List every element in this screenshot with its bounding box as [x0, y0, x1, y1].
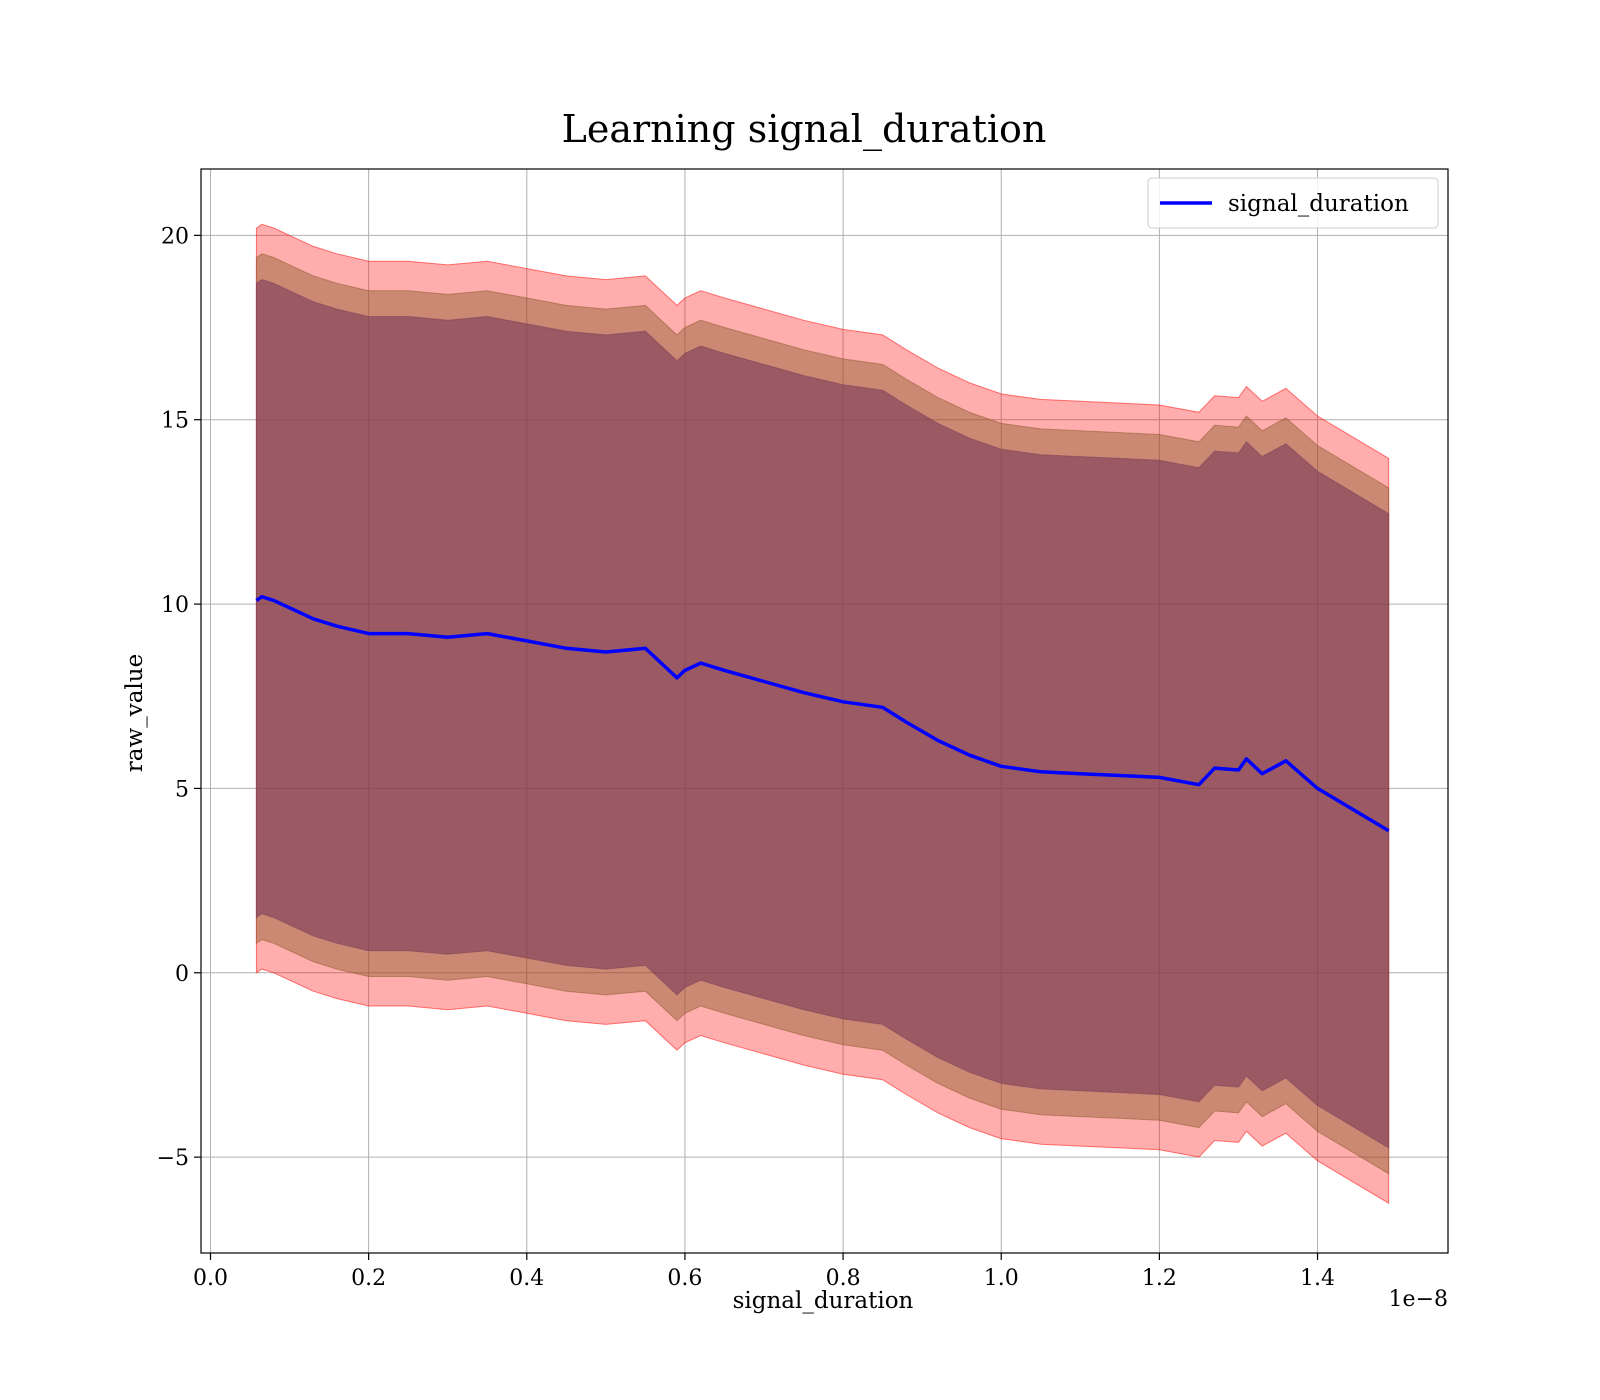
y-tick-label: −5: [157, 1146, 189, 1171]
legend-entry-signal-duration: signal_duration: [1228, 191, 1409, 217]
legend: signal_duration: [1147, 177, 1439, 229]
x-tick-label: 0.6: [667, 1266, 702, 1291]
plot-frame: [200, 168, 1449, 1254]
series-lines: [255, 594, 1390, 833]
y-tick-label: 15: [161, 409, 189, 434]
x-tick-label: 0.2: [351, 1266, 386, 1291]
chart-title: Learning signal_duration: [562, 107, 1047, 152]
y-axis-label: raw_value: [122, 654, 148, 772]
x-tick-label: 0.0: [193, 1266, 228, 1291]
x-tick-label: 0.8: [826, 1266, 861, 1291]
x-tick-label: 1.2: [1142, 1266, 1177, 1291]
series-line-signal-duration: [255, 594, 1390, 833]
x-axis-ticks: 0.0 0.2 0.4 0.6 0.8 1.0 1.2 1.4: [193, 1253, 1335, 1291]
y-tick-label: 20: [161, 224, 189, 249]
confidence-bands: [255, 223, 1390, 1205]
y-tick-label: 0: [175, 962, 189, 987]
band-inner: [255, 279, 1390, 1149]
x-tick-label: 1.4: [1300, 1266, 1335, 1291]
legend-frame: [1147, 177, 1439, 229]
y-axis-ticks: −5 0 5 10 15 20: [157, 224, 201, 1171]
x-tick-label: 0.4: [509, 1266, 544, 1291]
x-axis-label: signal_duration: [733, 1288, 914, 1314]
y-tick-label: 5: [175, 777, 189, 802]
x-axis-offset-text: 1e−8: [1389, 1287, 1448, 1312]
x-tick-label: 1.0: [984, 1266, 1019, 1291]
y-tick-label: 10: [161, 593, 189, 618]
